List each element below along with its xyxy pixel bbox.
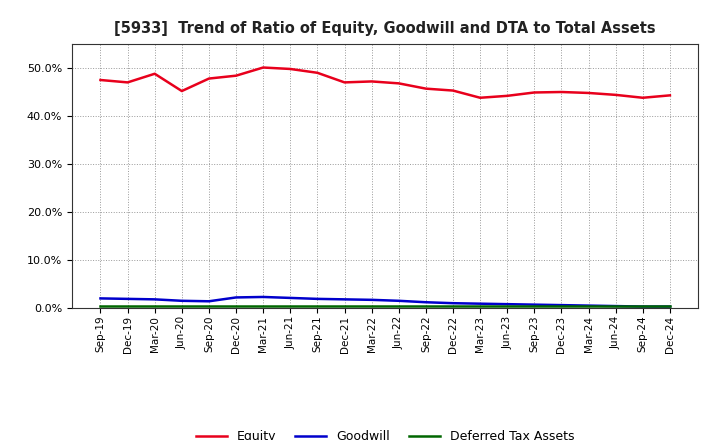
Goodwill: [150, 297, 159, 302]
Equity: [123, 80, 132, 85]
Deferred Tax Assets: [286, 303, 294, 308]
Equity: [421, 86, 430, 91]
Deferred Tax Assets: [584, 303, 593, 308]
Deferred Tax Assets: [341, 303, 349, 308]
Equity: [395, 81, 403, 86]
Deferred Tax Assets: [665, 303, 674, 308]
Deferred Tax Assets: [503, 303, 511, 308]
Line: Goodwill: Goodwill: [101, 297, 670, 307]
Goodwill: [286, 295, 294, 301]
Goodwill: [449, 301, 457, 306]
Deferred Tax Assets: [395, 303, 403, 308]
Goodwill: [232, 295, 240, 300]
Goodwill: [639, 304, 647, 309]
Equity: [557, 89, 566, 95]
Goodwill: [341, 297, 349, 302]
Deferred Tax Assets: [96, 303, 105, 308]
Goodwill: [367, 297, 376, 302]
Equity: [584, 90, 593, 95]
Goodwill: [665, 304, 674, 309]
Deferred Tax Assets: [611, 303, 620, 308]
Deferred Tax Assets: [530, 303, 539, 308]
Deferred Tax Assets: [123, 303, 132, 308]
Equity: [313, 70, 322, 75]
Equity: [639, 95, 647, 100]
Goodwill: [476, 301, 485, 306]
Deferred Tax Assets: [178, 303, 186, 308]
Equity: [665, 93, 674, 98]
Deferred Tax Assets: [204, 303, 213, 308]
Goodwill: [557, 302, 566, 308]
Line: Equity: Equity: [101, 67, 670, 98]
Deferred Tax Assets: [421, 303, 430, 308]
Equity: [232, 73, 240, 78]
Goodwill: [204, 299, 213, 304]
Equity: [530, 90, 539, 95]
Equity: [204, 76, 213, 81]
Equity: [150, 71, 159, 77]
Goodwill: [395, 298, 403, 304]
Deferred Tax Assets: [639, 303, 647, 308]
Deferred Tax Assets: [150, 303, 159, 308]
Equity: [476, 95, 485, 100]
Goodwill: [503, 301, 511, 307]
Goodwill: [584, 303, 593, 308]
Title: [5933]  Trend of Ratio of Equity, Goodwill and DTA to Total Assets: [5933] Trend of Ratio of Equity, Goodwil…: [114, 21, 656, 36]
Goodwill: [178, 298, 186, 304]
Goodwill: [259, 294, 268, 300]
Deferred Tax Assets: [367, 303, 376, 308]
Goodwill: [421, 300, 430, 305]
Deferred Tax Assets: [313, 303, 322, 308]
Goodwill: [611, 304, 620, 309]
Deferred Tax Assets: [449, 303, 457, 308]
Deferred Tax Assets: [557, 303, 566, 308]
Deferred Tax Assets: [232, 303, 240, 308]
Deferred Tax Assets: [476, 303, 485, 308]
Goodwill: [123, 296, 132, 301]
Equity: [178, 88, 186, 94]
Goodwill: [530, 302, 539, 307]
Goodwill: [96, 296, 105, 301]
Equity: [286, 66, 294, 72]
Equity: [259, 65, 268, 70]
Deferred Tax Assets: [259, 303, 268, 308]
Equity: [341, 80, 349, 85]
Equity: [611, 92, 620, 98]
Equity: [367, 79, 376, 84]
Goodwill: [313, 296, 322, 301]
Legend: Equity, Goodwill, Deferred Tax Assets: Equity, Goodwill, Deferred Tax Assets: [191, 425, 580, 440]
Equity: [449, 88, 457, 93]
Equity: [96, 77, 105, 83]
Equity: [503, 93, 511, 99]
